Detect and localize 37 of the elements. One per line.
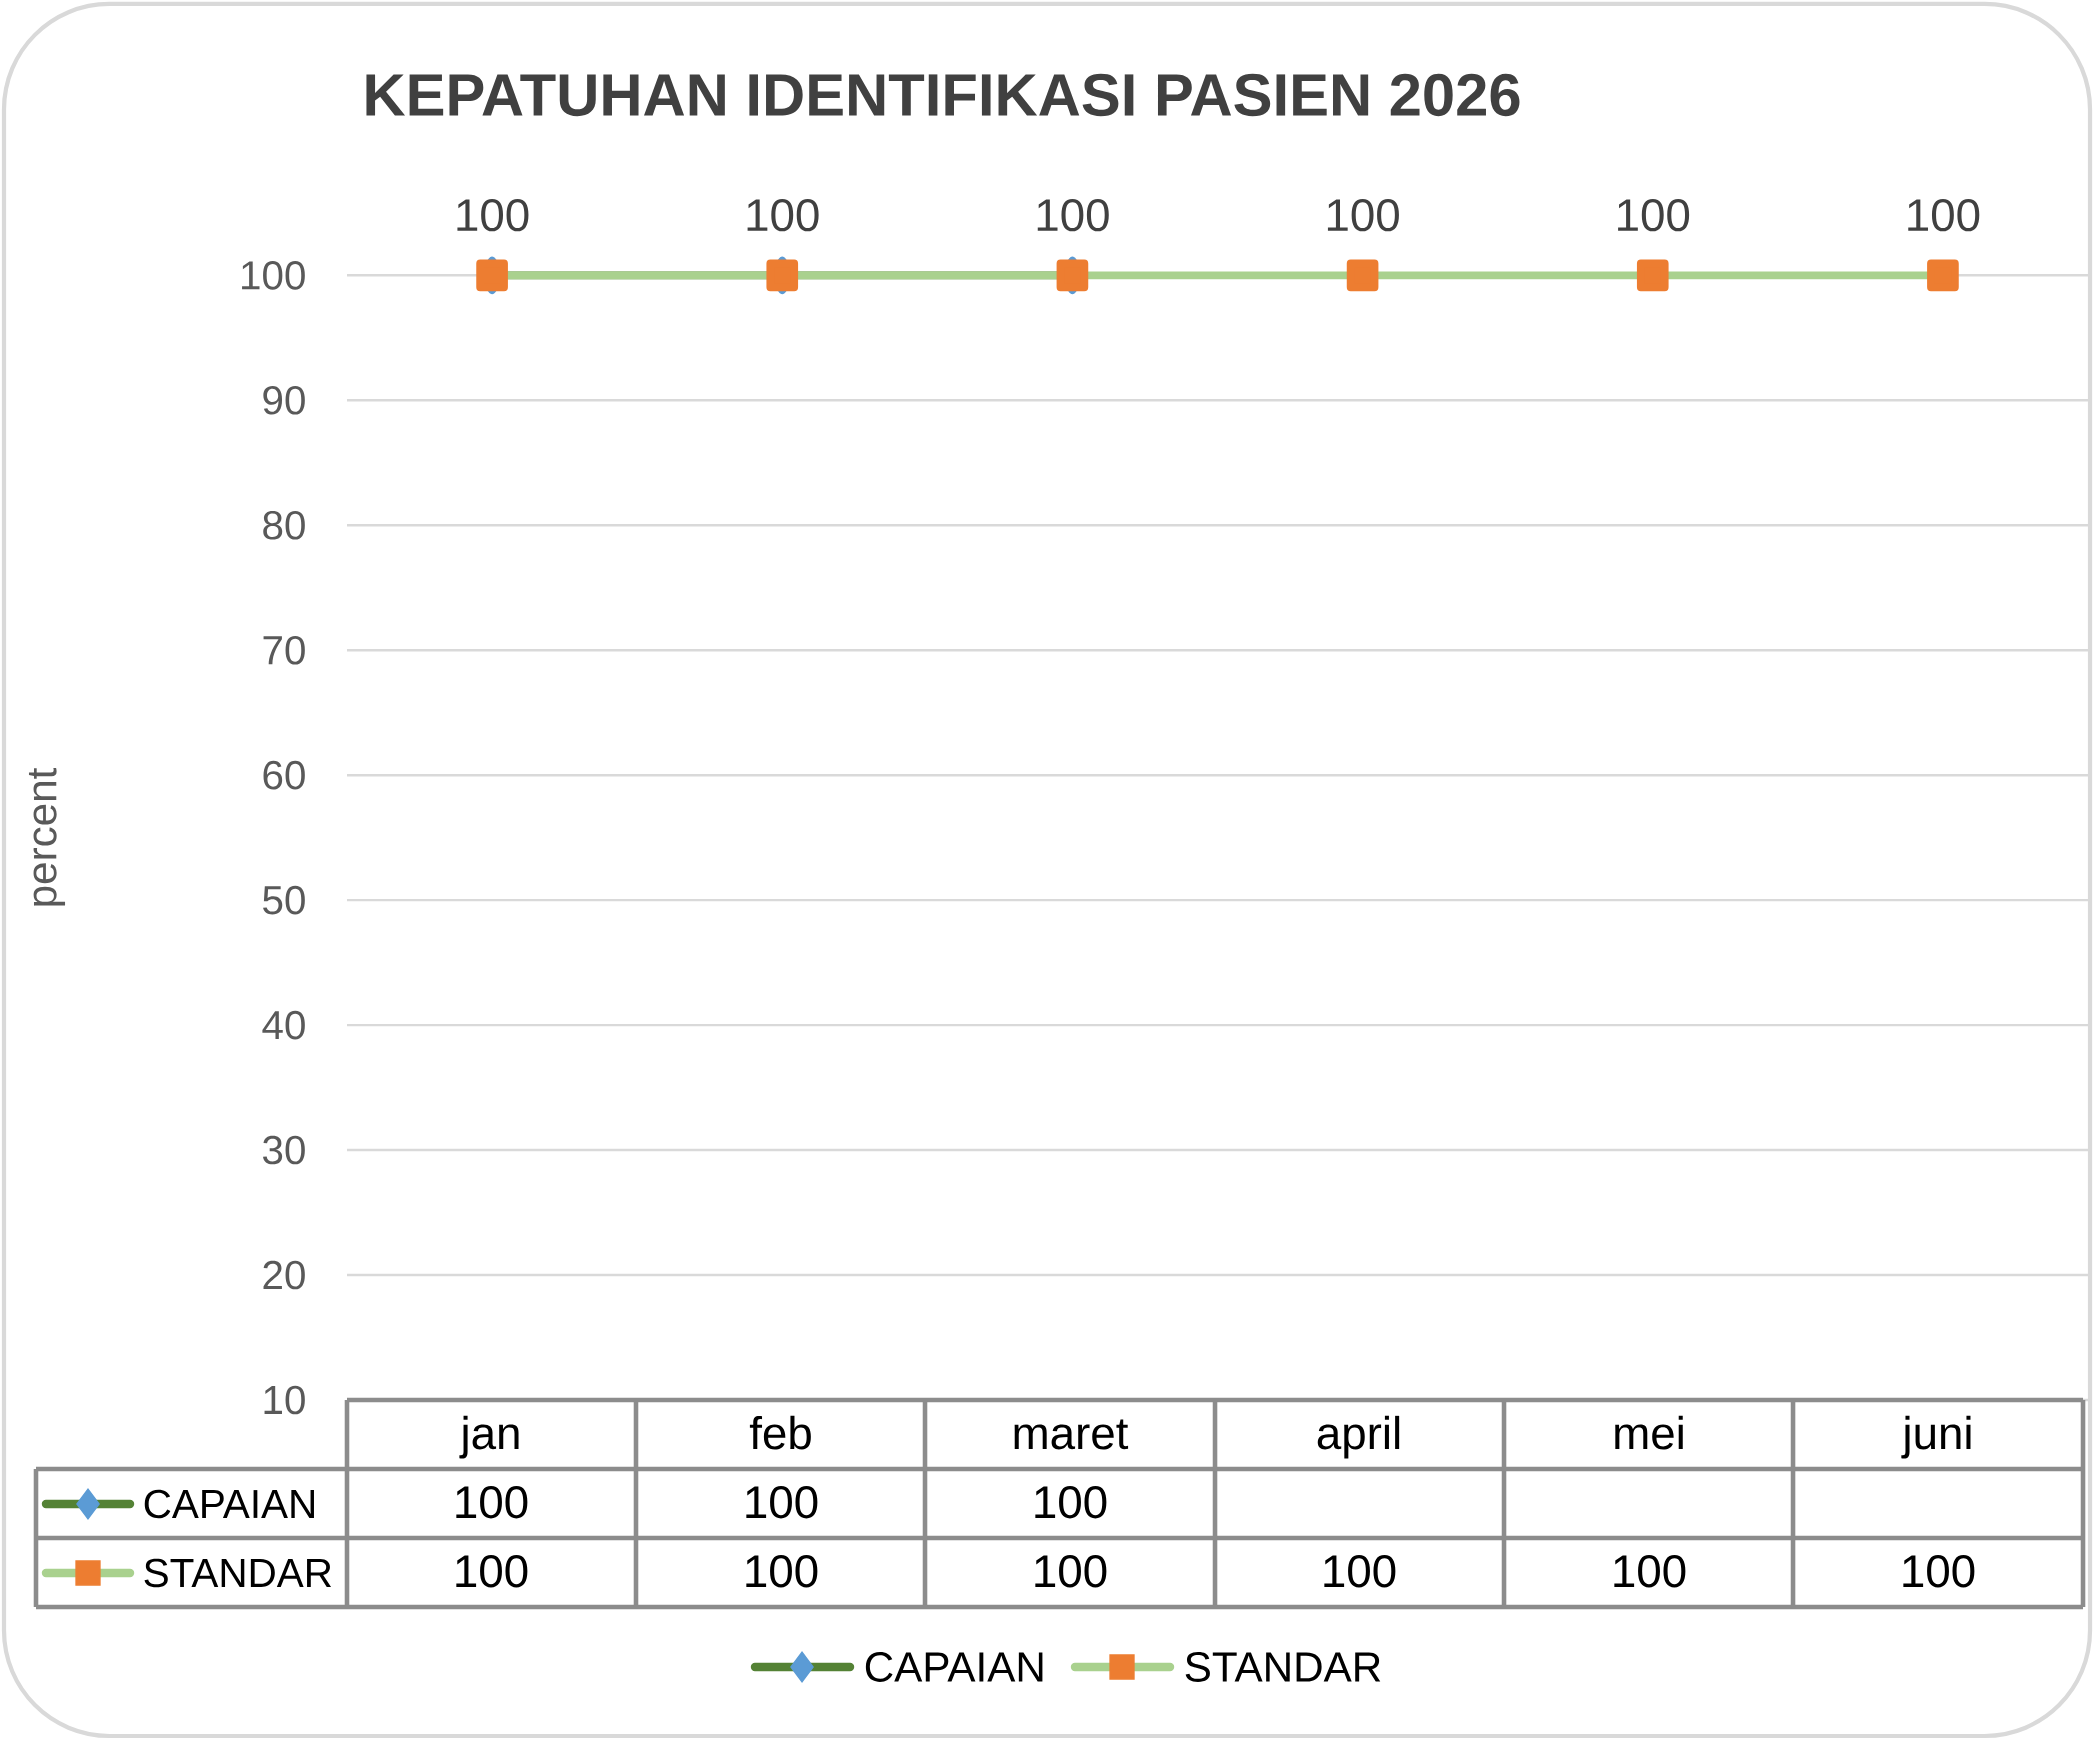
data-label: 100 (456, 1555, 528, 1588)
x-tick-label: feb (749, 1415, 811, 1450)
y-axis-title: percent (28, 767, 66, 906)
data-label: 100 (1614, 1555, 1686, 1588)
data-label: 100 (1903, 1555, 1975, 1588)
x-tick-label: maret (1014, 1419, 1129, 1450)
text: 100 (747, 198, 819, 232)
text: STANDAR (1185, 1652, 1381, 1682)
data-label: 100 (456, 1486, 528, 1519)
text: 100 (457, 198, 529, 232)
y-tick-label: 50 (263, 885, 305, 915)
data-label: 100 (1035, 1555, 1107, 1588)
x-tick-label: juni (1901, 1415, 1971, 1459)
x-tick-label: april (1317, 1415, 1400, 1459)
data-label: 100 (746, 1555, 818, 1588)
y-tick-label: 70 (263, 635, 305, 665)
data-label: 100 (1035, 1486, 1107, 1519)
legend-label: STANDAR (144, 1558, 332, 1588)
y-tick-label: 90 (263, 386, 305, 415)
legend-label: CAPAIAN (144, 1489, 314, 1519)
y-tick-label: 80 (263, 510, 305, 540)
text: 100 (1037, 198, 1109, 232)
x-tick-label: jan (459, 1415, 519, 1459)
y-tick-label: 20 (263, 1260, 305, 1290)
y-tick-label: 100 (242, 261, 305, 290)
chart-title: KEPATUHAN IDENTIFIKASI PASIEN 2026 (366, 73, 1520, 117)
y-tick-label: 30 (263, 1135, 305, 1165)
text: 100 (1908, 198, 1980, 232)
text: 100 (1618, 198, 1690, 232)
y-tick-label: 10 (264, 1385, 305, 1415)
y-tick-label: 40 (262, 1010, 305, 1040)
data-label: 100 (1324, 1555, 1396, 1588)
y-tick-label: 60 (263, 760, 305, 790)
text: CAPAIAN (865, 1652, 1043, 1682)
text: 100 (1327, 198, 1399, 232)
x-tick-label: mei (1615, 1415, 1683, 1450)
data-label: 100 (746, 1486, 818, 1519)
